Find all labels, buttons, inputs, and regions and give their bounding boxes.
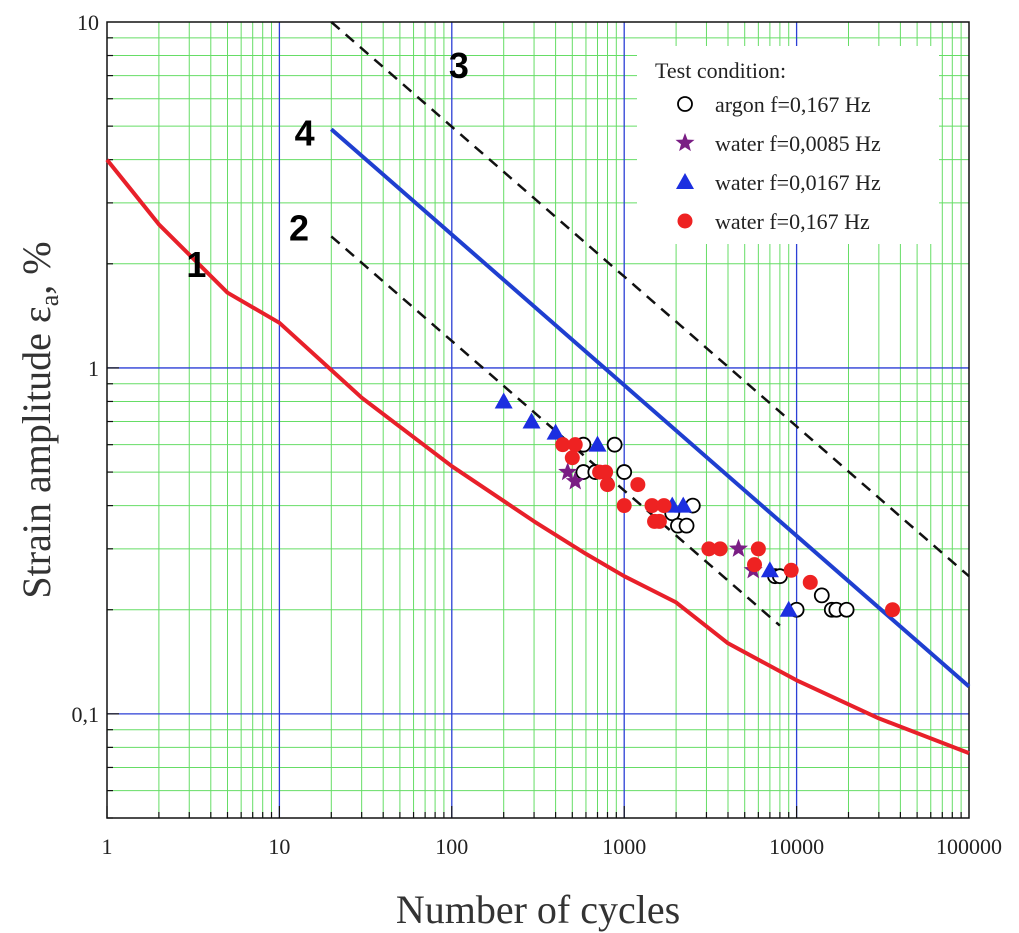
curve-2-line	[330, 235, 781, 627]
data-point-filled-circle	[802, 574, 818, 590]
y-axis-title-unit: , %	[14, 241, 59, 294]
x-tick-label: 100	[435, 834, 468, 859]
legend-item-label: water f=0,0085 Hz	[715, 131, 881, 156]
data-point-filled-circle	[750, 541, 766, 557]
data-point-triangle	[494, 392, 513, 409]
reference-curves	[105, 21, 971, 755]
data-point-filled-circle	[783, 562, 799, 578]
data-point-filled-circle	[598, 464, 614, 480]
x-tick-labels: 1 10 100 1000 10000 100000	[102, 834, 1003, 859]
legend-item-label: water f=0,0167 Hz	[715, 170, 881, 195]
y-tick-label: 0,1	[72, 702, 100, 727]
y-tick-labels: 0,1 1 10	[72, 10, 100, 727]
data-point-open-circle	[616, 464, 633, 480]
data-point-open-circle	[678, 517, 695, 534]
data-point-open-circle	[606, 436, 623, 453]
data-point-open-circle	[813, 587, 830, 604]
legend-marker-star	[675, 133, 695, 152]
x-axis-title: Number of cycles	[396, 887, 680, 932]
curve-3-label: 3	[449, 45, 469, 86]
data-point-triangle	[779, 600, 798, 617]
y-tick-label: 1	[88, 356, 99, 381]
data-point-filled-circle	[885, 602, 901, 618]
curve-1-label: 1	[186, 244, 206, 285]
data-point-filled-circle	[644, 498, 660, 514]
data-point-triangle	[522, 412, 541, 429]
data-point-star	[728, 538, 748, 557]
data-point-triangle	[588, 435, 607, 452]
legend-marker-triangle	[676, 173, 694, 189]
data-point-filled-circle	[555, 437, 571, 453]
curve-1-line	[105, 158, 970, 755]
y-axis-title: Strain amplitude εa, %	[14, 241, 64, 598]
legend-item-label: argon f=0,167 Hz	[715, 92, 871, 117]
data-point-filled-circle	[567, 437, 583, 453]
data-point-filled-circle	[656, 498, 672, 514]
plot-frame	[106, 21, 970, 819]
x-tick-label: 1	[102, 834, 113, 859]
x-tick-label: 1000	[602, 834, 646, 859]
data-point-star	[558, 462, 578, 481]
data-point-filled-circle	[747, 557, 763, 573]
data-point-filled-circle	[616, 498, 632, 514]
data-point-filled-circle	[564, 450, 580, 466]
data-point-filled-circle	[651, 513, 667, 529]
data-point-triangle	[760, 561, 779, 578]
y-axis-title-main: Strain amplitude ε	[14, 306, 59, 598]
data-point-filled-circle	[701, 541, 717, 557]
minor-grid	[107, 22, 969, 818]
data-point-filled-circle	[599, 477, 615, 493]
data-point-triangle	[674, 496, 693, 513]
y-axis-title-subscript: a	[35, 294, 64, 306]
legend-title: Test condition:	[655, 58, 786, 83]
curve-4-label: 4	[295, 112, 315, 153]
data-point-triangle	[546, 423, 565, 440]
x-tick-label: 10000	[769, 834, 824, 859]
legend-item-label: water f=0,167 Hz	[715, 209, 870, 234]
data-point-open-circle	[838, 601, 855, 618]
data-points	[494, 392, 901, 618]
curve-labels: 1 2 3 4	[186, 45, 469, 285]
data-point-filled-circle	[630, 477, 646, 493]
data-point-star	[565, 471, 585, 490]
x-tick-label: 10	[268, 834, 290, 859]
y-tick-label: 10	[77, 10, 99, 35]
legend-marker-open-circle	[677, 96, 693, 112]
x-tick-label: 100000	[936, 834, 1002, 859]
data-point-filled-circle	[712, 541, 728, 557]
curve-3-line	[330, 21, 970, 578]
curve-4-line	[329, 127, 971, 689]
legend: Test condition: argon f=0,167 Hz water f=0…	[637, 46, 939, 244]
curve-2-label: 2	[289, 207, 309, 248]
legend-marker-filled-circle	[677, 213, 693, 229]
